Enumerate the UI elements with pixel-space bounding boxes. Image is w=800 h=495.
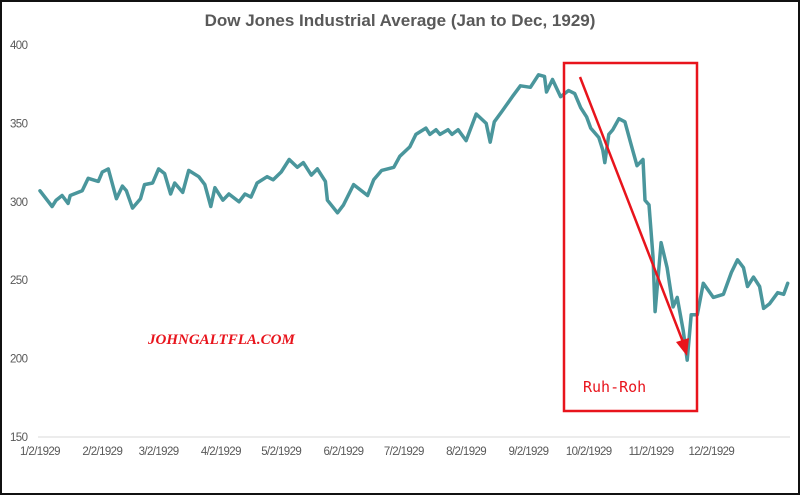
x-tick-label: 9/2/1929	[508, 446, 548, 458]
y-tick-label: 400	[10, 40, 28, 52]
x-tick-label: 7/2/1929	[384, 446, 424, 458]
x-tick-label: 3/2/1929	[139, 446, 179, 458]
y-tick-label: 250	[10, 275, 28, 287]
y-axis: 150 200 250 300 350 400	[10, 40, 28, 444]
x-tick-label: 4/2/1929	[201, 446, 241, 458]
x-tick-label: 10/2/1929	[566, 446, 612, 458]
x-tick-label: 2/2/1929	[82, 446, 122, 458]
chart-title: Dow Jones Industrial Average (Jan to Dec…	[205, 11, 596, 30]
y-tick-label: 200	[10, 354, 28, 366]
highlight-box	[562, 61, 699, 413]
x-tick-label: 8/2/1929	[446, 446, 486, 458]
x-tick-label: 6/2/1929	[324, 446, 364, 458]
series-layer	[38, 73, 790, 362]
decline-arrow-shaft	[578, 76, 685, 343]
decline-arrow-head	[676, 338, 689, 356]
x-tick-label: 12/2/1929	[688, 446, 734, 458]
x-tick-label: 5/2/1929	[261, 446, 301, 458]
x-axis: 1/2/1929 2/2/1929 3/2/1929 4/2/1929 5/2/1929…	[20, 446, 735, 458]
y-tick-label: 150	[10, 432, 28, 444]
series-line-djia	[38, 73, 790, 362]
x-tick-label: 1/2/1929	[20, 446, 60, 458]
ruh-roh-label: Ruh-Roh	[583, 378, 646, 396]
y-tick-label: 300	[10, 197, 28, 209]
y-tick-label: 350	[10, 118, 28, 130]
watermark: JOHNGALTFLA.COM	[147, 332, 295, 348]
x-tick-label: 11/2/1929	[629, 446, 674, 458]
